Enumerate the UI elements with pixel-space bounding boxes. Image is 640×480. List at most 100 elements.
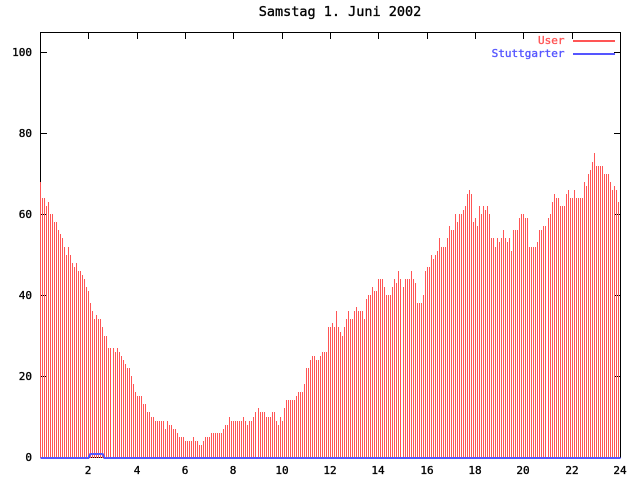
user-bar [382, 279, 383, 458]
user-bar [447, 238, 448, 458]
user-bar [451, 230, 452, 458]
user-bar [545, 226, 546, 458]
plot-border-right [620, 32, 621, 458]
user-bar [400, 279, 401, 458]
user-bar [527, 218, 528, 458]
user-bar [42, 198, 43, 458]
user-bar [582, 198, 583, 458]
user-bar [411, 271, 412, 458]
user-bar [368, 295, 369, 458]
user-bar [113, 348, 114, 458]
user-bar [215, 433, 216, 458]
user-bar [98, 319, 99, 458]
user-bar [354, 311, 355, 458]
user-bar [562, 206, 563, 458]
user-bar [80, 271, 81, 458]
user-bar [350, 319, 351, 458]
user-bar [155, 421, 156, 458]
user-bar [131, 376, 132, 458]
chart-title: Samstag 1. Juni 2002 [258, 3, 422, 20]
user-bar [513, 230, 514, 458]
user-bar [364, 319, 365, 458]
user-bar [425, 271, 426, 458]
x-axis-label: 24 [613, 463, 627, 477]
user-bar [338, 327, 339, 458]
legend-line-sample-user [573, 40, 615, 42]
user-bar [161, 421, 162, 458]
user-bar [121, 356, 122, 458]
user-bar [529, 247, 530, 458]
user-bar [255, 412, 256, 458]
user-bar [66, 255, 67, 458]
user-bar [40, 182, 41, 458]
user-bar [362, 311, 363, 458]
user-bar [535, 247, 536, 458]
user-bar [276, 421, 277, 458]
user-bar [455, 214, 456, 458]
user-bar [86, 287, 87, 458]
user-bar [322, 352, 323, 458]
user-bar [223, 429, 224, 458]
user-bar [602, 166, 603, 458]
stuttgarter-line [40, 452, 621, 459]
user-bar [519, 218, 520, 458]
user-bar [614, 186, 615, 458]
user-bar [280, 417, 281, 458]
user-bar [578, 198, 579, 458]
user-bar [543, 226, 544, 458]
user-bar [554, 194, 555, 458]
user-bar [515, 230, 516, 458]
user-bar [483, 206, 484, 458]
user-bar [187, 441, 188, 458]
legend-label-user: User [538, 34, 565, 47]
user-bar [604, 174, 605, 458]
user-bar [336, 311, 337, 458]
user-bar [139, 396, 140, 458]
user-bar [586, 186, 587, 458]
x-axis-label: 20 [516, 463, 530, 477]
user-bar [576, 198, 577, 458]
user-bar [260, 412, 261, 458]
user-bar [249, 421, 250, 458]
user-bar [264, 412, 265, 458]
y-tick-left [40, 214, 47, 215]
y-tick-left [40, 295, 47, 296]
user-bar [74, 267, 75, 458]
user-bar [76, 263, 77, 458]
user-bar [90, 303, 91, 458]
user-bar [237, 421, 238, 458]
user-bar [548, 218, 549, 458]
y-axis-label: 40 [18, 288, 33, 302]
user-bar [149, 412, 150, 458]
user-bar [119, 352, 120, 458]
user-bar [171, 425, 172, 458]
user-bar [592, 162, 593, 458]
user-bar [501, 238, 502, 458]
user-bar [570, 198, 571, 458]
y-tick-left [40, 133, 47, 134]
user-bar [193, 437, 194, 458]
user-bar [258, 408, 259, 458]
user-bar [270, 417, 271, 458]
user-bar [245, 421, 246, 458]
user-bar [306, 368, 307, 458]
user-bar [556, 198, 557, 458]
user-bar [290, 400, 291, 458]
x-tick-top [475, 32, 476, 39]
x-tick-top [88, 32, 89, 39]
x-tick-top [282, 32, 283, 39]
user-bar [380, 279, 381, 458]
user-bar [487, 206, 488, 458]
user-bar [133, 384, 134, 458]
user-bar [167, 421, 168, 458]
user-bar [282, 421, 283, 458]
user-bar [58, 230, 59, 458]
user-bar [300, 392, 301, 458]
user-bar [378, 279, 379, 458]
user-bar [511, 251, 512, 458]
user-bar [473, 222, 474, 458]
user-bar [145, 404, 146, 458]
user-bar [558, 198, 559, 458]
user-bar [495, 247, 496, 458]
user-bar [560, 206, 561, 458]
